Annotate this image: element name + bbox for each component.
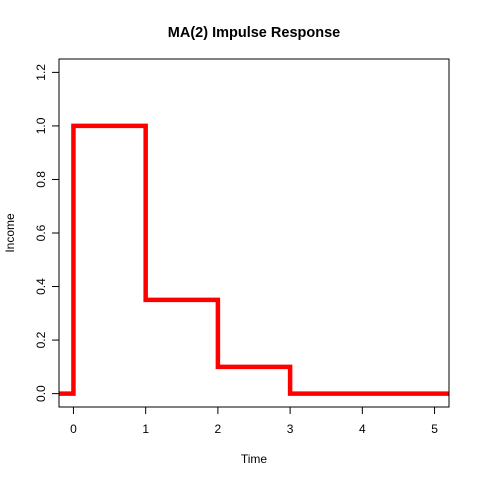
y-tick-label: 1.2 [34,64,48,81]
x-tick-label: 0 [70,422,77,436]
x-tick-label: 3 [287,422,294,436]
x-tick-label: 5 [431,422,438,436]
y-tick-label: 0.6 [34,224,48,241]
chart-title: MA(2) Impulse Response [168,25,340,41]
y-axis-label: Income [3,213,17,253]
x-axis-label: Time [241,452,268,466]
y-tick-label: 0.0 [34,385,48,402]
y-tick-label: 0.8 [34,171,48,188]
x-tick-label: 2 [215,422,222,436]
plot-series [59,123,449,396]
x-tick-label: 1 [142,422,149,436]
y-tick-label: 0.2 [34,331,48,348]
y-tick-label: 0.4 [34,278,48,295]
x-tick-label: 4 [359,422,366,436]
plot-frame [58,58,450,408]
y-tick-label: 1.0 [34,117,48,134]
impulse-response-line [59,123,449,396]
